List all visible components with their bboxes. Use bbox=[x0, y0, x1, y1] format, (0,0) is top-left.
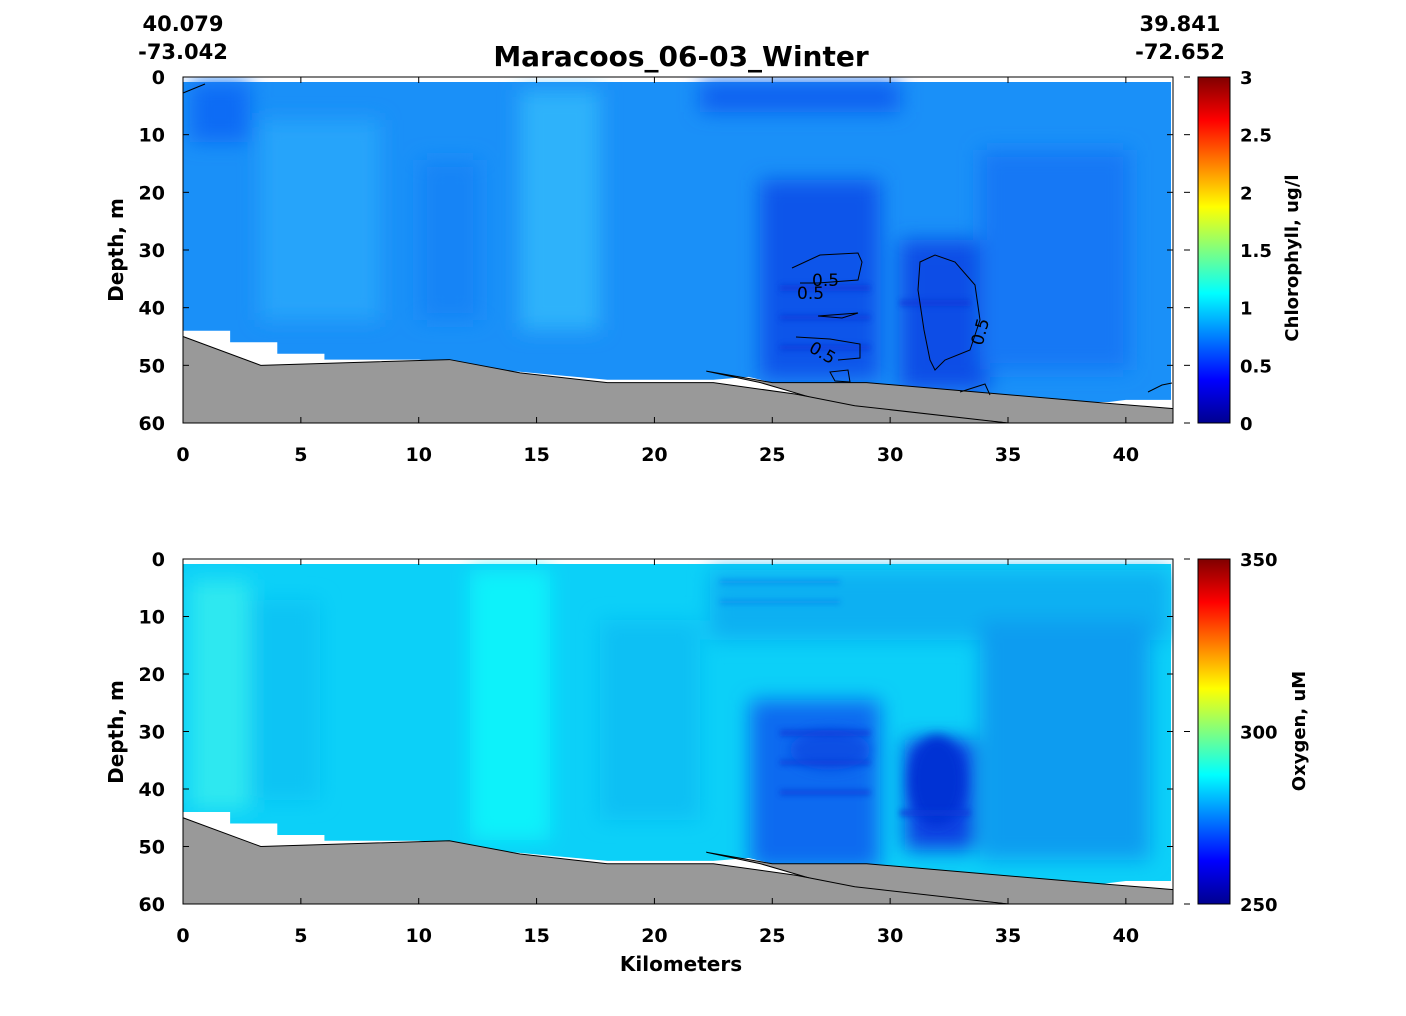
x-tick-label: 25 bbox=[759, 925, 785, 947]
colorbar-label: Oxygen, uM bbox=[1289, 671, 1310, 791]
x-tick-label: 15 bbox=[523, 925, 549, 947]
x-tick-label: 5 bbox=[294, 444, 307, 466]
contour-label: 0.5 bbox=[812, 271, 839, 291]
x-tick-label: 20 bbox=[641, 444, 667, 466]
y-tick-label: 60 bbox=[139, 894, 165, 916]
x-tick-label: 5 bbox=[294, 925, 307, 947]
colorbar-tick-label: 250 bbox=[1240, 895, 1278, 916]
x-tick-label: 40 bbox=[1113, 925, 1139, 947]
colorbar-tick-label: 0 bbox=[1240, 414, 1253, 435]
x-tick-label: 0 bbox=[176, 444, 189, 466]
chlorophyll-field bbox=[183, 82, 1171, 402]
y-tick-label: 0 bbox=[152, 67, 165, 89]
y-tick-label: 50 bbox=[139, 355, 165, 377]
x-tick-label: 35 bbox=[995, 925, 1021, 947]
colorbar-ticks: 0 0.5 1 1.5 2 2.5 3 bbox=[1184, 68, 1272, 435]
x-tick-label: 10 bbox=[405, 444, 431, 466]
x-tick-label: 25 bbox=[759, 444, 785, 466]
chlorophyll-colorbar bbox=[1197, 76, 1231, 424]
axis-ticks: 0 5 10 15 20 25 30 35 40 0 10 20 30 40 50 60 bbox=[139, 549, 1173, 947]
y-tick-label: 10 bbox=[139, 125, 165, 147]
end-latitude: 39.841 bbox=[1139, 12, 1220, 36]
x-tick-label: 10 bbox=[405, 925, 431, 947]
colorbar-tick-label: 2 bbox=[1240, 183, 1253, 204]
x-tick-label: 30 bbox=[877, 925, 903, 947]
start-latitude: 40.079 bbox=[142, 12, 223, 36]
chart-title: Maracoos_06-03_Winter bbox=[493, 40, 869, 73]
chlorophyll-panel: 0.5 0.5 0.5 0.5 0 5 10 15 20 25 30 35 4001020304… bbox=[104, 67, 1303, 466]
contour-label: 0.5 bbox=[797, 284, 824, 304]
y-tick-label: 40 bbox=[139, 779, 165, 801]
colorbar-ticks: 250 300 350 bbox=[1184, 550, 1278, 916]
y-tick-label: 0 bbox=[152, 549, 165, 571]
y-tick-label: 30 bbox=[139, 722, 165, 744]
x-tick-label: 20 bbox=[641, 925, 667, 947]
y-tick-label: 30 bbox=[139, 240, 165, 262]
x-tick-label: 0 bbox=[176, 925, 189, 947]
oxygen-panel: 0 5 10 15 20 25 30 35 40 0 10 20 30 40 50 60 Depth, m K… bbox=[104, 549, 1310, 976]
y-tick-label: 20 bbox=[139, 182, 165, 204]
colorbar-tick-label: 3 bbox=[1240, 68, 1253, 89]
start-longitude: -73.042 bbox=[138, 40, 228, 64]
x-tick-label: 30 bbox=[877, 444, 903, 466]
end-longitude: -72.652 bbox=[1135, 40, 1225, 64]
y-axis-label: Depth, m bbox=[104, 198, 128, 302]
colorbar-label: Chlorophyll, ug/l bbox=[1282, 174, 1303, 341]
x-tick-label: 40 bbox=[1113, 444, 1139, 466]
colorbar-tick-label: 0.5 bbox=[1240, 356, 1272, 377]
x-tick-label: 35 bbox=[995, 444, 1021, 466]
y-tick-label: 40 bbox=[139, 298, 165, 320]
y-tick-label: 20 bbox=[139, 664, 165, 686]
x-axis-label: Kilometers bbox=[620, 952, 742, 976]
contour-lines bbox=[182, 83, 1173, 396]
colorbar-tick-label: 350 bbox=[1240, 550, 1278, 571]
y-tick-label: 10 bbox=[139, 607, 165, 629]
y-tick-label: 50 bbox=[139, 837, 165, 859]
colorbar-tick-label: 300 bbox=[1240, 723, 1278, 744]
y-tick-label: 60 bbox=[139, 413, 165, 435]
y-axis-label: Depth, m bbox=[104, 680, 128, 784]
colorbar-tick-label: 1 bbox=[1240, 299, 1253, 320]
colorbar-tick-label: 1.5 bbox=[1240, 241, 1272, 262]
x-tick-label: 15 bbox=[523, 444, 549, 466]
axis-ticks: 0 5 10 15 20 25 30 35 40 0 10 20 30 40 50 60 bbox=[139, 67, 1173, 466]
colorbar-tick-label: 2.5 bbox=[1240, 126, 1272, 147]
oxygen-colorbar bbox=[1197, 558, 1231, 905]
oxygen-field bbox=[183, 564, 1171, 884]
